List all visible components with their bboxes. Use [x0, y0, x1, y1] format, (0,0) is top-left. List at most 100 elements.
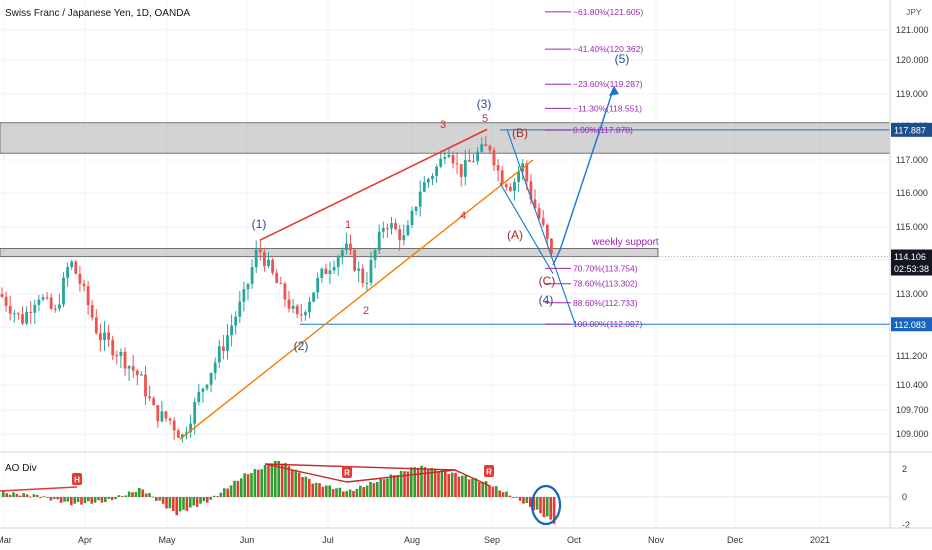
candle-body [156, 405, 160, 422]
candle-body [123, 351, 127, 369]
ao-bar [121, 496, 124, 497]
price-label-bg [891, 261, 932, 276]
support-zone[interactable] [0, 248, 659, 258]
ao-bar [233, 480, 236, 497]
red-trendline[interactable] [259, 128, 488, 241]
candle-body [135, 370, 139, 376]
ao-bar [195, 497, 199, 507]
ao-bar [338, 487, 342, 497]
ao-bar [382, 479, 386, 497]
candle-body [513, 181, 516, 191]
ao-title: AO Div [5, 463, 37, 474]
wave-label: (1) [252, 217, 267, 231]
ao-bar [236, 480, 240, 497]
ao-bar [416, 467, 420, 497]
ao-bar [498, 490, 501, 497]
candle-body [181, 434, 184, 438]
candle-body [222, 346, 225, 351]
fib-level-label: 70.70%(113.754) [573, 263, 638, 273]
ao-bar [348, 489, 352, 497]
candle-body [115, 355, 119, 357]
time-axis-tick: May [158, 535, 176, 545]
candle-body [119, 351, 123, 356]
candle-body [349, 243, 352, 251]
candle-body [492, 150, 496, 166]
candle-body [480, 144, 484, 152]
candle-body [488, 146, 492, 151]
candle-body [357, 268, 361, 271]
ao-histogram [2, 460, 556, 524]
ao-bar [199, 497, 202, 504]
candle-body [41, 297, 45, 300]
candle-body [496, 165, 500, 171]
ao-bar [549, 497, 552, 520]
orange-trendline[interactable] [179, 159, 534, 440]
ao-bar [76, 497, 80, 503]
candle-body [468, 160, 471, 162]
candle-body [504, 184, 508, 187]
wave-label: (C) [539, 274, 556, 288]
ao-divergence-line[interactable] [264, 463, 456, 471]
ao-bar [488, 485, 491, 497]
ao-bar [308, 478, 311, 497]
projection-arrow[interactable] [552, 86, 615, 266]
price-axis-tick: 111.200 [896, 351, 927, 361]
candle-body [17, 313, 20, 315]
ao-bar [240, 478, 243, 497]
price-axis-tick: 109.700 [896, 405, 929, 415]
price-axis-tick: 121.000 [896, 25, 929, 35]
candle-body [205, 384, 209, 389]
fib-level-label: −11.30%(118.551) [573, 103, 642, 113]
ao-bar [141, 489, 144, 497]
price-label-bg [891, 317, 932, 332]
ao-bar [59, 497, 63, 503]
fib-level-label: 88.60%(112.733) [573, 298, 638, 308]
candle-body [340, 250, 344, 258]
candle-body [381, 228, 385, 232]
wave-label: (3) [477, 97, 492, 111]
ao-bar [399, 470, 403, 497]
ao-marker-label: R [486, 468, 492, 477]
ao-bar [165, 497, 168, 509]
ao-bar [93, 497, 97, 503]
ao-bar [518, 497, 522, 501]
ao-bar [512, 497, 515, 498]
candle-body [53, 308, 57, 310]
ao-divergence-line[interactable] [0, 486, 78, 492]
fib-level-label: −41.40%(120.362) [573, 44, 643, 54]
candle-body [439, 158, 443, 167]
ao-bar [433, 468, 437, 497]
wave-label: 1 [345, 219, 351, 231]
candle-body [377, 231, 381, 251]
ao-bar [144, 493, 148, 497]
wave-label: 2 [363, 305, 369, 317]
ao-bar [430, 467, 433, 497]
candle-body [525, 163, 529, 182]
candle-body [271, 259, 274, 273]
ao-bar [246, 474, 250, 497]
candle-body [8, 305, 12, 314]
fib-level-label: 100.00%(112.087) [573, 319, 642, 329]
ao-bar [359, 485, 362, 497]
candle-body [435, 166, 438, 177]
ao-bar [478, 482, 481, 497]
ao-bar [450, 472, 454, 497]
fibonacci-levels[interactable]: −61.80%(121.605) −41.40%(120.362) −23.60%(… [545, 7, 643, 329]
candle-body [189, 423, 192, 433]
ao-bar [328, 485, 331, 497]
ao-bar [168, 497, 172, 509]
ao-bar [25, 494, 29, 497]
ao-bar [389, 474, 393, 497]
candle-body [275, 272, 279, 283]
candle-body [246, 283, 250, 290]
channel-upper[interactable] [506, 129, 576, 324]
ao-bar [29, 496, 32, 498]
channel-lower[interactable] [499, 182, 554, 274]
ao-axis-tick: 0 [902, 492, 907, 502]
ao-bar [484, 481, 488, 497]
ao-divergence-line[interactable] [264, 463, 491, 487]
candle-body [299, 314, 303, 316]
ao-bar [161, 497, 165, 504]
candle-body [33, 304, 37, 313]
